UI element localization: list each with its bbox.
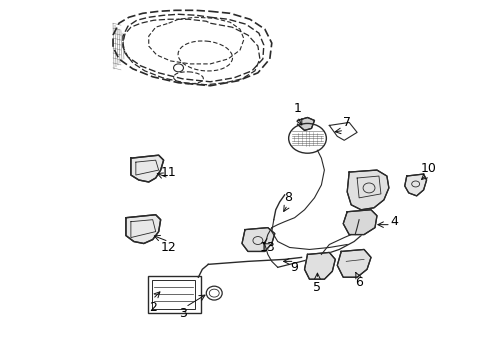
Polygon shape xyxy=(304,252,335,279)
Polygon shape xyxy=(404,174,426,196)
Text: 10: 10 xyxy=(420,162,436,175)
Text: 8: 8 xyxy=(283,192,291,204)
Polygon shape xyxy=(343,210,376,235)
Text: 6: 6 xyxy=(354,276,362,289)
Text: 4: 4 xyxy=(389,215,397,228)
Text: 11: 11 xyxy=(161,166,176,179)
Polygon shape xyxy=(126,215,161,243)
Text: 13: 13 xyxy=(260,241,275,254)
Text: 2: 2 xyxy=(148,301,156,314)
Polygon shape xyxy=(242,228,274,251)
Text: 5: 5 xyxy=(313,281,321,294)
Text: 12: 12 xyxy=(161,241,176,254)
Polygon shape xyxy=(131,155,163,182)
Text: 1: 1 xyxy=(293,102,301,115)
Text: 9: 9 xyxy=(290,261,298,274)
Polygon shape xyxy=(337,249,370,277)
Text: 3: 3 xyxy=(179,307,187,320)
Polygon shape xyxy=(346,170,388,210)
Text: 7: 7 xyxy=(343,116,350,129)
Polygon shape xyxy=(297,117,314,130)
